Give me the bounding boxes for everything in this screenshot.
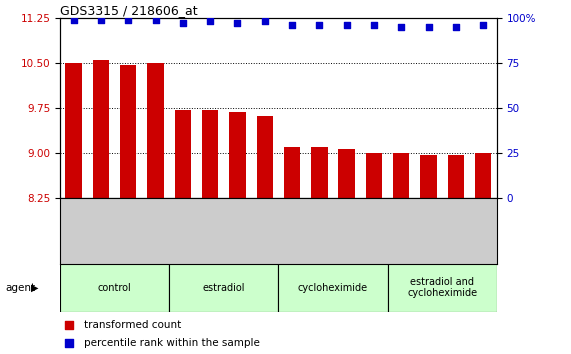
Text: agent: agent [6, 282, 36, 293]
Bar [284, 147, 300, 198]
Bar [66, 63, 82, 198]
Text: estradiol: estradiol [203, 282, 245, 293]
Point [397, 24, 406, 29]
Bar [147, 63, 164, 198]
Bar [202, 110, 218, 198]
Bar [169, 264, 279, 312]
Text: estradiol and
cycloheximide: estradiol and cycloheximide [407, 277, 477, 298]
Text: control: control [98, 282, 131, 293]
Point [124, 17, 133, 22]
Point [369, 22, 379, 28]
Bar [93, 60, 109, 198]
Point [451, 24, 460, 29]
Bar [420, 155, 437, 198]
Bar [256, 116, 273, 198]
Bar [475, 153, 491, 198]
Bar [393, 153, 409, 198]
Point [342, 22, 351, 28]
Bar [120, 65, 136, 198]
Text: GDS3315 / 218606_at: GDS3315 / 218606_at [60, 4, 198, 17]
Point [287, 22, 296, 28]
Point [260, 18, 270, 24]
Bar [229, 112, 246, 198]
Bar [311, 147, 328, 198]
Bar [175, 110, 191, 198]
Point [315, 22, 324, 28]
Text: percentile rank within the sample: percentile rank within the sample [84, 338, 260, 348]
Point [424, 24, 433, 29]
Bar [279, 264, 388, 312]
Text: cycloheximide: cycloheximide [298, 282, 368, 293]
Bar [388, 264, 497, 312]
Bar [448, 155, 464, 198]
Bar [365, 153, 382, 198]
Point [178, 20, 187, 26]
Point [478, 22, 488, 28]
Text: ▶: ▶ [31, 282, 39, 293]
Point [64, 322, 73, 328]
Point [96, 17, 106, 22]
Point [64, 340, 73, 346]
Point [233, 20, 242, 26]
Bar [60, 264, 169, 312]
Bar [339, 149, 355, 198]
Point [206, 18, 215, 24]
Point [151, 17, 160, 22]
Point [69, 17, 78, 22]
Text: transformed count: transformed count [84, 320, 181, 330]
